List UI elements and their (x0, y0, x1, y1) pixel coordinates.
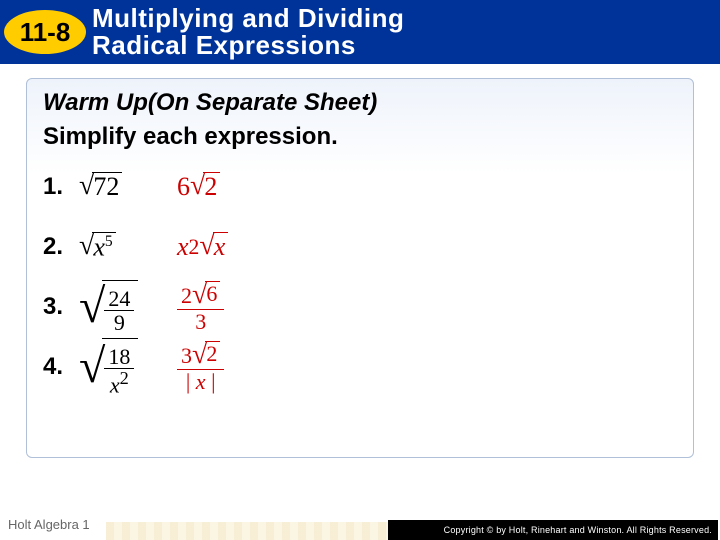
problem-2-expression: √x5 (79, 232, 169, 262)
problem-label: 2. (43, 233, 79, 261)
problem-label: 4. (43, 353, 79, 381)
problem-4-answer: 3√2 | x | (177, 341, 224, 393)
problem-3-expression: √ 249 (79, 280, 169, 334)
problem-1: 1. √72 6√2 (43, 159, 677, 215)
problem-label: 1. (43, 173, 79, 201)
problem-3-answer: 2√6 3 (177, 281, 224, 333)
problem-4-expression: √ 18x2 (79, 338, 169, 397)
instruction-text: Simplify each expression. (43, 123, 677, 151)
problem-2-answer: x2√x (177, 232, 228, 262)
warmup-title: Warm Up(On Separate Sheet) (43, 89, 677, 117)
lesson-number: 11-8 (20, 17, 71, 48)
slide-header: 11-8 Multiplying and Dividing Radical Ex… (0, 0, 720, 64)
problem-4: 4. √ 18x2 3√2 | x | (43, 339, 677, 395)
lesson-number-badge: 11-8 (4, 10, 86, 54)
problem-1-expression: √72 (79, 172, 169, 202)
problem-2: 2. √x5 x2√x (43, 219, 677, 275)
problem-label: 3. (43, 293, 79, 321)
lesson-title: Multiplying and Dividing Radical Express… (92, 5, 404, 60)
footer-book-title: Holt Algebra 1 (8, 517, 90, 532)
problem-1-answer: 6√2 (177, 172, 220, 202)
footer-decoration (106, 522, 390, 540)
title-line2: Radical Expressions (92, 30, 356, 60)
footer-copyright: Copyright © by Holt, Rinehart and Winsto… (388, 520, 718, 540)
content-card: Warm Up(On Separate Sheet) Simplify each… (26, 78, 694, 458)
problem-3: 3. √ 249 2√6 3 (43, 279, 677, 335)
title-line1: Multiplying and Dividing (92, 3, 404, 33)
